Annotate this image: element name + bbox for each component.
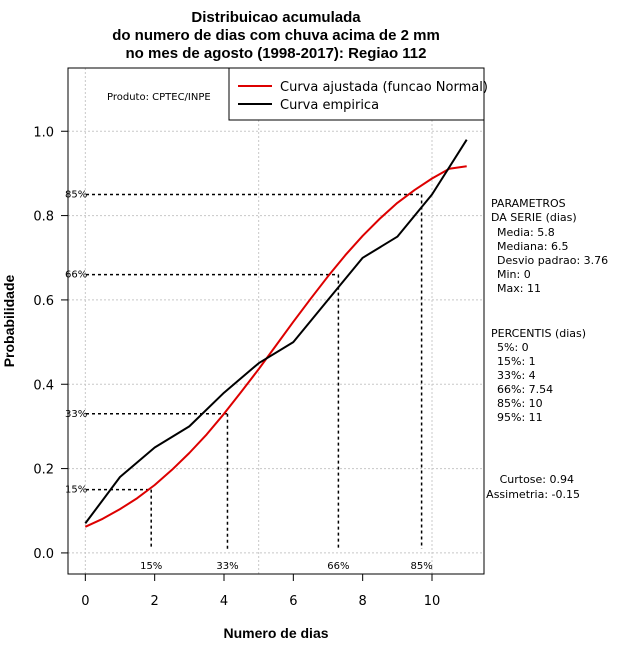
param-min: Min: 0	[497, 268, 531, 281]
fitted-curve-line	[84, 165, 467, 528]
side-panel: PARAMETROS DA SERIE (dias) Media: 5.8 Me…	[486, 197, 608, 501]
title-line-1: Distribuicao acumulada	[191, 9, 361, 26]
percentile-label-x: 33%	[216, 561, 238, 572]
percentile-guides: 15% 15% 33% 33% 66% 66% 85% 85%	[65, 190, 433, 573]
legend-box	[228, 67, 485, 121]
percentil-66: 66%: 7.54	[497, 383, 553, 396]
grid	[68, 68, 484, 574]
percentile-label-x: 85%	[410, 561, 432, 572]
x-axis-label: Numero de dias	[223, 625, 328, 641]
percentil-85: 85%: 10	[497, 397, 543, 410]
x-tick-label: 4	[220, 594, 228, 609]
x-tick-label: 2	[151, 594, 159, 609]
percentile-label-y: 33%	[65, 409, 87, 420]
percentis-header: PERCENTIS (dias)	[491, 327, 586, 340]
percentile-label-y: 15%	[65, 485, 87, 496]
y-tick-label: 0.8	[33, 210, 54, 225]
legend-label-fitted: Curva ajustada (funcao Normal)	[280, 80, 488, 95]
x-tick-label: 10	[424, 594, 441, 609]
y-tick-label: 0.6	[33, 294, 54, 309]
percentile-label-y: 66%	[65, 270, 87, 281]
percentil-33: 33%: 4	[497, 369, 536, 382]
param-mediana: Mediana: 6.5	[497, 240, 568, 253]
y-axis: 0.0 0.2 0.4 0.6 0.8 1.0	[33, 125, 68, 562]
y-tick-label: 0.0	[33, 547, 54, 562]
legend-label-empirical: Curva empirica	[280, 98, 379, 113]
x-tick-label: 0	[81, 594, 89, 609]
percentil-5: 5%: 0	[497, 341, 529, 354]
percentile-label-x: 15%	[140, 561, 162, 572]
percentil-95: 95%: 11	[497, 411, 543, 424]
legend: Curva ajustada (funcao Normal) Curva emp…	[228, 67, 488, 121]
curtose: Curtose: 0.94	[500, 473, 574, 486]
series-lines	[84, 139, 468, 528]
params-header-2: DA SERIE (dias)	[491, 211, 577, 224]
empirical-curve-line	[84, 139, 468, 524]
y-tick-label: 1.0	[33, 125, 54, 140]
title-line-2: do numero de dias com chuva acima de 2 m…	[112, 27, 440, 44]
param-desvio: Desvio padrao: 3.76	[497, 254, 608, 267]
params-header-1: PARAMETROS	[491, 197, 566, 210]
y-axis-label: Probabilidade	[1, 275, 17, 368]
param-max: Max: 11	[497, 282, 541, 295]
assimetria: Assimetria: -0.15	[486, 488, 580, 501]
percentile-label-x: 66%	[327, 561, 349, 572]
y-tick-label: 0.4	[33, 378, 54, 393]
title-line-3: no mes de agosto (1998-2017): Regiao 112	[126, 45, 427, 62]
percentile-label-y: 85%	[65, 190, 87, 201]
y-tick-label: 0.2	[33, 463, 54, 478]
x-axis: 0 2 4 6 8 10	[81, 573, 441, 609]
param-media: Media: 5.8	[497, 226, 555, 239]
percentil-15: 15%: 1	[497, 355, 536, 368]
title: Distribuicao acumulada do numero de dias…	[112, 9, 440, 62]
x-tick-label: 8	[359, 594, 367, 609]
product-annotation: Produto: CPTEC/INPE	[107, 92, 211, 103]
x-tick-label: 6	[289, 594, 297, 609]
